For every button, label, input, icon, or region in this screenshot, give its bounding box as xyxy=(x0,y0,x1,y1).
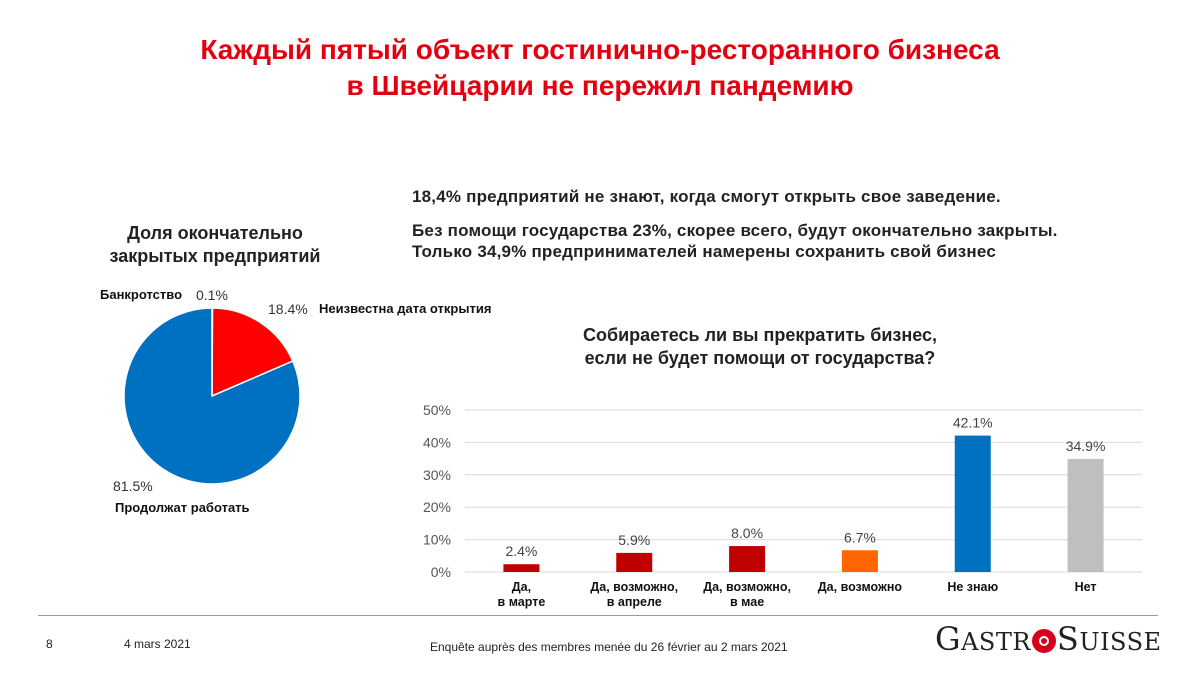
x-category-label: в марте xyxy=(498,595,546,609)
bar-4 xyxy=(954,435,991,572)
x-category-label: в апреле xyxy=(607,595,662,609)
bar-0 xyxy=(503,564,540,572)
pie-value-unknown-date: 18.4% xyxy=(268,301,308,317)
y-tick-label: 40% xyxy=(423,434,451,450)
bar-chart-title: Собираетесь ли вы прекратить бизнес, есл… xyxy=(470,324,1050,370)
footer-source: Enquête auprès des membres menée du 26 f… xyxy=(430,640,788,654)
footer-date: 4 mars 2021 xyxy=(124,637,191,651)
bar-chart: 0% 10% 20% 30% 40% 50% 2.4% Да,в марте 5.9% Да, в… xyxy=(423,402,1142,609)
bar-title-line-2: если не будет помощи от государства? xyxy=(584,348,936,368)
bar-title-line-1: Собираетесь ли вы прекратить бизнес, xyxy=(582,325,937,345)
x-category-label: в мае xyxy=(730,595,764,609)
y-tick-label: 30% xyxy=(423,467,451,483)
x-category-label: Да, возможно, xyxy=(590,580,678,594)
x-category-label: Да, xyxy=(512,580,531,594)
pie-title-line-2: закрытых предприятий xyxy=(109,246,321,266)
page-number: 8 xyxy=(46,637,53,651)
page-title-line-2: в Швейцарии не пережил пандемию xyxy=(346,70,854,101)
x-category-label: Да, возможно, xyxy=(703,580,791,594)
pie-value-bankruptcy: 0.1% xyxy=(196,287,228,303)
y-tick-label: 0% xyxy=(431,564,451,580)
x-category-label: Не знаю xyxy=(947,580,998,594)
x-category-label: Нет xyxy=(1075,580,1097,594)
y-tick-label: 10% xyxy=(423,532,451,548)
footer-divider xyxy=(38,615,1158,616)
y-tick-label: 20% xyxy=(423,499,451,515)
pie-slice-2 xyxy=(123,307,301,485)
bar-2 xyxy=(729,546,766,572)
page-title: Каждый пятый объект гостинично-ресторанн… xyxy=(0,32,1200,104)
logo-seal-icon xyxy=(1031,629,1056,653)
bar-5 xyxy=(1067,458,1104,572)
fact-keep-business: Только 34,9% предпринимателей намерены с… xyxy=(412,242,996,261)
pie-label-continue: Продолжат работать xyxy=(115,500,250,515)
bar-value-label: 42.1% xyxy=(953,415,993,431)
x-category-label: Да, возможно xyxy=(818,580,903,594)
bar-1 xyxy=(616,552,653,572)
bar-value-label: 8.0% xyxy=(731,525,763,541)
bar-value-label: 6.7% xyxy=(844,529,876,545)
pie-label-unknown-date: Неизвестна дата открытия xyxy=(319,301,492,316)
fact-unknown-reopening: 18,4% предприятий не знают, когда смогут… xyxy=(412,187,1001,206)
bar-value-label: 5.9% xyxy=(618,532,650,548)
pie-chart xyxy=(123,307,301,485)
y-tick-label: 50% xyxy=(423,402,451,418)
page-title-line-1: Каждый пятый объект гостинично-ресторанн… xyxy=(200,34,1000,65)
bar-3 xyxy=(841,550,878,572)
pie-label-bankruptcy: Банкротство xyxy=(100,287,183,302)
pie-slice-1 xyxy=(211,307,294,398)
pie-value-continue: 81.5% xyxy=(113,478,153,494)
fact-closure-without-help: Без помощи государства 23%, скорее всего… xyxy=(412,221,1058,240)
gastrosuisse-logo: GASTR SUISSE xyxy=(935,620,1162,658)
bar-value-label: 34.9% xyxy=(1066,438,1106,454)
pie-title-line-1: Доля окончательно xyxy=(127,223,303,243)
bar-value-label: 2.4% xyxy=(505,543,537,559)
pie-chart-title: Доля окончательно закрытых предприятий xyxy=(80,222,350,268)
